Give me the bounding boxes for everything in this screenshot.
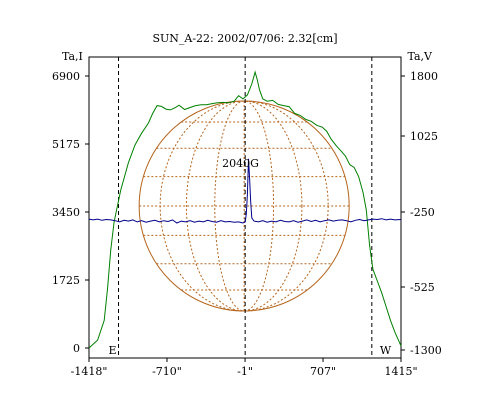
y-right-tick-label: 1800: [410, 70, 438, 83]
x-tick-label: -1418": [71, 365, 108, 378]
series-line-0: [88, 70, 402, 349]
y-right-tick-label: 1025: [410, 130, 438, 143]
west-limb-label: W: [380, 344, 392, 357]
annotations: 2040G: [222, 157, 259, 170]
y-right-tick-label: -250: [410, 206, 435, 219]
y-left-tick-label: 1725: [52, 274, 80, 287]
east-limb-label: E: [109, 344, 117, 357]
right-axis-label: Ta,V: [408, 50, 434, 63]
y-right-tick-label: -1300: [410, 344, 442, 357]
solar-disk-grid: [138, 100, 350, 312]
axis-ticks: -1418" -710" -1" 707" 1415" 0 1725 3450 5175 6900…: [52, 70, 442, 378]
chart-title: SUN_A-22: 2002/07/06: 2.32[cm]: [152, 32, 337, 45]
source-label: 2040G: [222, 157, 259, 170]
series-layer: [88, 70, 402, 349]
y-left-tick-label: 0: [73, 342, 80, 355]
y-right-tick-label: -525: [410, 281, 435, 294]
x-tick-label: 707": [310, 365, 336, 378]
longitude-line: [185, 100, 303, 312]
y-left-tick-label: 3450: [52, 206, 80, 219]
y-left-tick-label: 6900: [52, 70, 80, 83]
x-tick-label: -1": [237, 365, 253, 378]
left-axis-label: Ta,I: [62, 50, 83, 63]
x-tick-label: -710": [152, 365, 182, 378]
x-tick-label: 1415": [384, 365, 417, 378]
series-line-1: [88, 158, 402, 224]
y-left-tick-label: 5175: [52, 138, 80, 151]
